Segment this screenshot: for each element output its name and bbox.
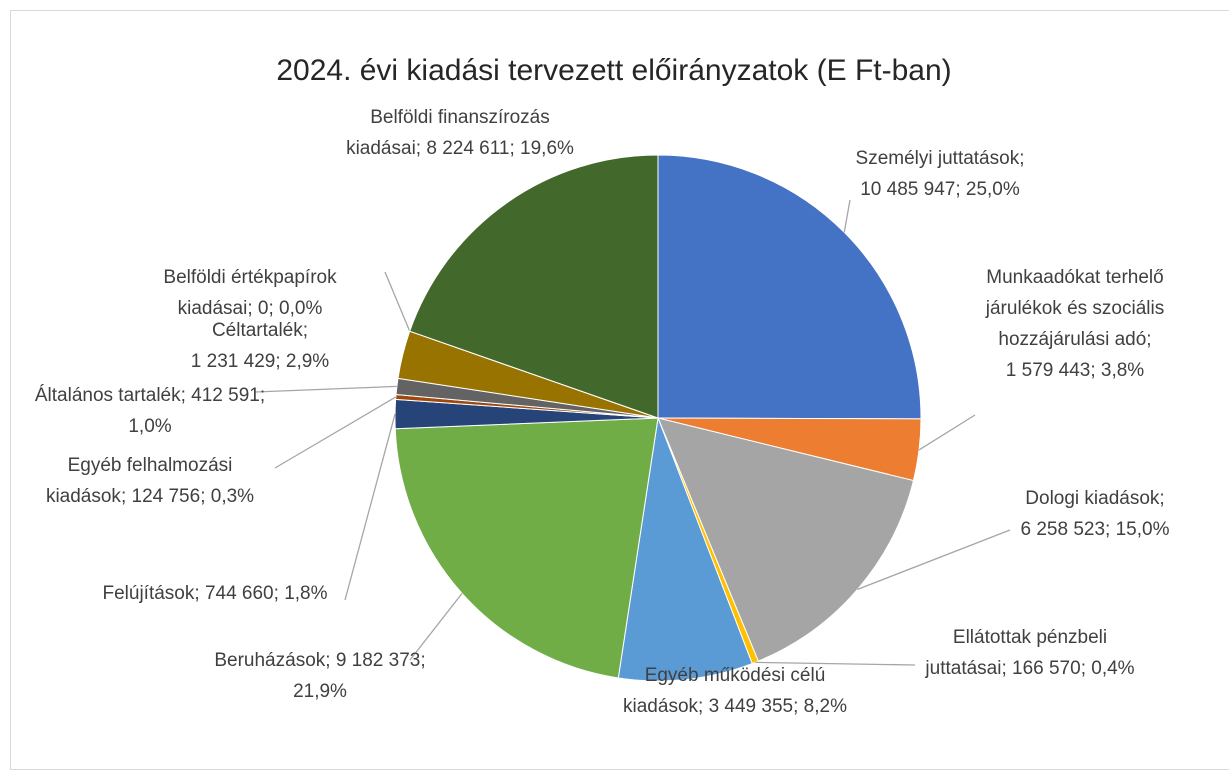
label-percent: 0,4% <box>1091 658 1135 679</box>
label-category: Beruházások <box>214 650 326 671</box>
label-value: 1 579 443 <box>1005 360 1091 381</box>
label-category: Céltartalék <box>211 320 303 341</box>
data-label: Belföldi értékpapírok kiadásai; 0; 0,0% <box>125 262 375 324</box>
label-category: Ellátottak pénzbeli juttatásai <box>925 627 1108 679</box>
leader-line <box>274 396 397 469</box>
label-separator: ; <box>302 320 309 341</box>
label-category: Általános tartalék <box>34 385 181 406</box>
label-percent: 0,0% <box>279 298 323 319</box>
label-category: Belföldi finanszírozás kiadásai <box>346 107 550 159</box>
leader-line <box>843 199 851 233</box>
label-separator: ; <box>1159 488 1165 509</box>
label-percent: 3,8% <box>1100 360 1145 381</box>
data-label: Ellátottak pénzbeli juttatásai; 166 570;… <box>913 622 1148 684</box>
label-category: Felújítások <box>102 583 195 604</box>
label-percent: 15,0% <box>1115 519 1170 540</box>
label-separator: ; <box>194 583 205 604</box>
label-category: Egyéb felhalmozási kiadások <box>45 455 233 507</box>
label-separator: ; <box>1105 519 1116 540</box>
label-separator: ; <box>1090 360 1101 381</box>
label-separator: ; <box>275 351 286 372</box>
data-label: Céltartalék; 1 231 429; 2,9% <box>160 315 360 377</box>
label-separator: ; <box>200 486 211 507</box>
chart: 2024. évi kiadási tervezett előirányzato… <box>254 54 1011 682</box>
pie-slice <box>657 154 922 420</box>
label-separator: ; <box>509 138 521 159</box>
label-value: 1 231 429 <box>190 351 276 372</box>
label-value: 412 591 <box>191 385 260 406</box>
label-percent: 21,9% <box>293 681 347 702</box>
label-value: 10 485 947 <box>860 179 956 200</box>
leader-line <box>344 413 396 601</box>
label-separator: ; <box>415 138 427 159</box>
label-category: Személyi juttatások <box>855 148 1020 169</box>
label-separator: ; <box>698 696 709 717</box>
data-label: Belföldi finanszírozás kiadásai; 8 224 6… <box>335 102 585 164</box>
pie-slice <box>617 416 753 682</box>
label-separator: ; <box>1146 329 1152 350</box>
label-percent: 1,0% <box>128 416 172 437</box>
chart-title: 2024. évi kiadási tervezett előirányzato… <box>276 54 951 87</box>
label-separator: ; <box>180 385 192 406</box>
label-separator: ; <box>793 696 804 717</box>
label-separator: ; <box>1019 148 1025 169</box>
leader-line <box>409 593 463 661</box>
label-separator: ; <box>420 650 426 671</box>
label-value: 166 570 <box>1012 658 1081 679</box>
data-label: Egyéb felhalmozási kiadások; 124 756; 0,… <box>33 450 268 512</box>
label-separator: ; <box>1080 658 1092 679</box>
data-label: Felújítások; 744 660; 1,8% <box>80 578 350 609</box>
data-label: Dologi kiadások; 6 258 523; 15,0% <box>985 483 1205 545</box>
label-value: 6 258 523 <box>1020 519 1106 540</box>
label-separator: ; <box>247 298 258 319</box>
label-separator: ; <box>273 583 285 604</box>
label-value: 124 756 <box>131 486 201 507</box>
data-label: Általános tartalék; 412 591; 1,0% <box>30 380 270 442</box>
label-percent: 25,0% <box>965 179 1020 200</box>
label-percent: 2,9% <box>285 351 330 372</box>
label-percent: 1,8% <box>284 583 328 604</box>
page: 2024. évi kiadási tervezett előirányzato… <box>10 10 1229 770</box>
label-separator: ; <box>268 298 280 319</box>
label-value: 9 182 373 <box>335 650 421 671</box>
data-label: Munkaadókat terhelő járulékok és szociál… <box>970 262 1180 386</box>
pie-slice <box>657 417 915 662</box>
label-percent: 19,6% <box>520 138 574 159</box>
data-label: Egyéb működési célú kiadások; 3 449 355;… <box>613 660 858 722</box>
label-category: Dologi kiadások <box>1025 488 1160 509</box>
label-category: Belföldi értékpapírok kiadásai <box>163 267 337 319</box>
label-percent: 8,2% <box>803 696 847 717</box>
label-percent: 0,3% <box>210 486 255 507</box>
leader-line <box>254 385 397 393</box>
pie-slice <box>409 154 659 419</box>
label-category: Egyéb működési célú kiadások <box>623 665 826 717</box>
label-value: 0 <box>257 298 269 319</box>
label-value: 744 660 <box>204 583 274 604</box>
label-value: 8 224 611 <box>426 138 510 159</box>
leader-line <box>384 271 411 332</box>
label-category: Munkaadókat terhelő járulékok és szociál… <box>985 267 1165 350</box>
pie-slice <box>394 417 659 679</box>
label-value: 3 449 355 <box>708 696 794 717</box>
leader-line <box>755 661 916 666</box>
label-separator: ; <box>1001 658 1013 679</box>
label-separator: ; <box>259 385 266 406</box>
label-separator: ; <box>120 486 132 507</box>
label-separator: ; <box>325 650 336 671</box>
leader-line <box>918 414 976 451</box>
label-separator: ; <box>955 179 966 200</box>
leader-line <box>857 529 1011 591</box>
data-label: Személyi juttatások; 10 485 947; 25,0% <box>815 143 1065 205</box>
data-label: Beruházások; 9 182 373; 21,9% <box>200 645 440 707</box>
